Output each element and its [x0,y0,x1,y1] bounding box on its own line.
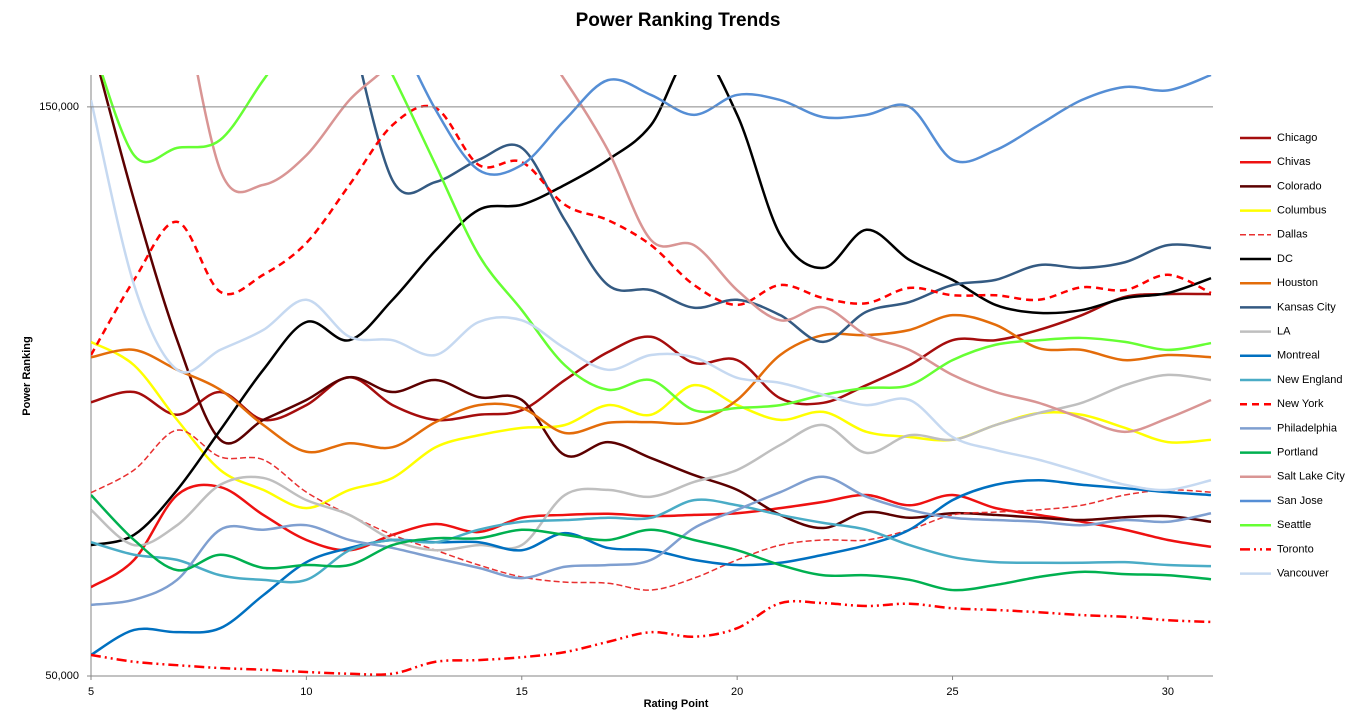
series-line [99,75,1212,530]
series-line [91,75,1212,547]
x-tick-label: 25 [946,686,958,698]
series-line [91,475,1212,607]
legend-label: Dallas [1277,229,1308,241]
series-line [91,429,1212,591]
series-line [91,498,1212,584]
series-line [91,599,1212,676]
legend-label: Colorado [1277,180,1322,192]
legend-label: DC [1277,253,1293,265]
series-line [91,292,1212,422]
legend-label: Chivas [1277,156,1311,168]
legend-label: New England [1277,374,1342,386]
legend-label: Salt Lake City [1277,471,1345,483]
legend-label: Portland [1277,447,1318,459]
x-tick-label: 30 [1162,686,1174,698]
legend-label: Vancouver [1277,568,1329,580]
legend-label: Toronto [1277,543,1314,555]
legend-label: Seattle [1277,519,1311,531]
series-line [101,75,1212,414]
series-line [91,104,1212,356]
legend-label: New York [1277,398,1324,410]
x-tick-label: 5 [88,686,94,698]
series-line [91,373,1212,552]
y-tick-label: 50,000 [45,670,79,682]
y-axis-title: Power Ranking [21,336,33,415]
series-line [416,75,1212,176]
legend-label: Philadelphia [1277,422,1338,434]
series-line [91,478,1212,657]
chart-title: Power Ranking Trends [576,10,781,31]
legend-label: San Jose [1277,495,1323,507]
series-line [91,483,1212,589]
y-tick-label: 150,000 [39,101,79,113]
series-line [91,313,1212,454]
plot-lines [91,75,1212,676]
legend-label: Chicago [1277,132,1317,144]
series-line [91,340,1212,510]
legend-label: LA [1277,326,1291,338]
legend-label: Montreal [1277,350,1320,362]
legend-label: Columbus [1277,205,1327,217]
legend-label: Houston [1277,277,1318,289]
x-tick-label: 20 [731,686,743,698]
series-line [91,494,1212,592]
x-tick-label: 10 [300,686,312,698]
series-line [91,99,1212,492]
series-line [196,75,1212,434]
x-tick-label: 15 [516,686,528,698]
legend-label: Kansas City [1277,301,1336,313]
x-axis-title: Rating Point [644,698,709,710]
series-line [360,75,1212,344]
